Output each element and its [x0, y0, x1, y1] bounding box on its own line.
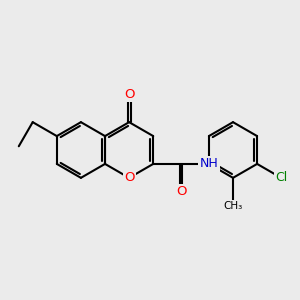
Text: O: O	[124, 171, 134, 184]
Text: O: O	[124, 88, 134, 101]
Text: CH₃: CH₃	[224, 201, 243, 211]
Text: NH: NH	[200, 158, 218, 170]
Text: Cl: Cl	[275, 171, 287, 184]
Text: O: O	[176, 185, 186, 198]
